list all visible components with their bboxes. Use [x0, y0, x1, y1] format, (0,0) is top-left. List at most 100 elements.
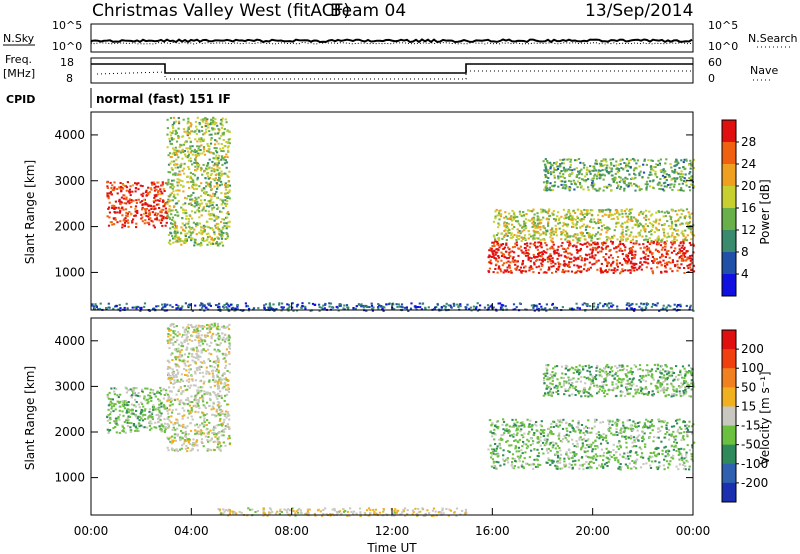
heatmap-cell — [494, 210, 497, 213]
heatmap-cell — [621, 215, 624, 218]
heatmap-cell — [674, 210, 677, 213]
heatmap-cell — [536, 218, 539, 221]
heatmap-cell — [503, 246, 507, 249]
heatmap-cell — [216, 328, 219, 331]
heatmap-cell — [584, 175, 587, 178]
heatmap-cell — [198, 325, 202, 328]
heatmap-cell — [124, 217, 127, 220]
heatmap-cell — [598, 162, 601, 165]
heatmap-cell — [625, 162, 628, 165]
heatmap-cell — [535, 246, 538, 249]
heatmap-cell — [186, 335, 189, 338]
heatmap-cell — [184, 403, 187, 405]
heatmap-cell — [508, 266, 512, 269]
heatmap-cell — [192, 444, 195, 447]
heatmap-cell — [549, 165, 552, 168]
heatmap-cell — [181, 417, 184, 420]
heatmap-cell — [614, 212, 617, 215]
heatmap-cell — [309, 309, 312, 312]
heatmap-cell — [649, 242, 652, 245]
heatmap-cell — [206, 236, 210, 239]
heatmap-cell — [573, 188, 576, 191]
heatmap-cell — [180, 378, 183, 381]
heatmap-cell — [163, 405, 166, 408]
heatmap-cell — [168, 171, 172, 174]
heatmap-cell — [517, 254, 520, 257]
heatmap-cell — [619, 272, 622, 275]
heatmap-cell — [189, 443, 192, 445]
heatmap-cell — [215, 154, 218, 157]
heatmap-cell — [649, 230, 653, 233]
heatmap-cell — [272, 303, 275, 306]
heatmap-cell — [684, 229, 687, 232]
heatmap-cell — [131, 190, 134, 193]
heatmap-cell — [493, 245, 496, 247]
heatmap-cell — [215, 368, 219, 371]
heatmap-cell — [642, 251, 645, 254]
heatmap-cell — [222, 306, 226, 309]
heatmap-cell — [176, 379, 179, 382]
heatmap-cell — [542, 271, 545, 274]
heatmap-cell — [191, 448, 194, 451]
heatmap-cell — [533, 244, 536, 247]
heatmap-cell — [631, 302, 634, 305]
heatmap-cell — [121, 410, 124, 413]
heatmap-cell — [563, 233, 566, 236]
heatmap-cell — [642, 163, 645, 166]
heatmap-cell — [156, 390, 159, 393]
heatmap-cell — [224, 184, 227, 186]
heatmap-cell — [186, 388, 189, 391]
heatmap-cell — [198, 204, 201, 207]
heatmap-cell — [624, 212, 627, 215]
heatmap-cell — [633, 309, 636, 312]
heatmap-cell — [599, 165, 602, 168]
heatmap-cell — [216, 383, 219, 386]
heatmap-cell — [367, 305, 370, 308]
heatmap-cell — [579, 255, 582, 258]
heatmap-cell — [202, 148, 206, 150]
heatmap-cell — [531, 226, 534, 228]
heatmap-cell — [557, 245, 560, 248]
heatmap-cell — [219, 147, 222, 150]
heatmap-cell — [405, 308, 408, 311]
heatmap-cell — [635, 184, 638, 187]
heatmap-cell — [521, 251, 524, 254]
heatmap-cell — [179, 380, 182, 383]
heatmap-cell — [191, 335, 194, 338]
heatmap-cell — [519, 270, 523, 273]
heatmap-cell — [117, 396, 120, 399]
heatmap-cell — [197, 411, 200, 414]
heatmap-cell — [219, 337, 222, 340]
heatmap-cell — [157, 190, 160, 192]
heatmap-cell — [579, 249, 582, 252]
heatmap-cell — [175, 140, 179, 143]
heatmap-cell — [206, 332, 209, 334]
heatmap-cell — [652, 179, 655, 182]
heatmap-cell — [543, 188, 546, 191]
heatmap-cell — [537, 232, 540, 235]
heatmap-cell — [222, 139, 225, 141]
heatmap-cell — [146, 426, 149, 429]
heatmap-cell — [162, 188, 165, 190]
heatmap-cell — [193, 398, 196, 401]
heatmap-cell — [648, 231, 651, 233]
heatmap-cell — [227, 388, 231, 390]
heatmap-cell — [625, 164, 628, 167]
heatmap-cell — [578, 177, 581, 180]
heatmap-cell — [216, 440, 219, 443]
heatmap-cell — [676, 269, 679, 272]
heatmap-cell — [169, 379, 172, 382]
heatmap-cell — [576, 215, 579, 218]
heatmap-cell — [182, 442, 185, 445]
heatmap-cell — [575, 167, 578, 170]
heatmap-cell — [434, 306, 437, 309]
heatmap-cell — [216, 185, 219, 188]
heatmap-cell — [191, 410, 194, 413]
heatmap-cell — [219, 342, 222, 345]
heatmap-cell — [566, 252, 569, 255]
heatmap-cell — [195, 348, 199, 351]
heatmap-cell — [158, 391, 161, 394]
heatmap-cell — [175, 433, 178, 436]
heatmap-cell — [170, 399, 173, 402]
heatmap-cell — [664, 262, 667, 265]
